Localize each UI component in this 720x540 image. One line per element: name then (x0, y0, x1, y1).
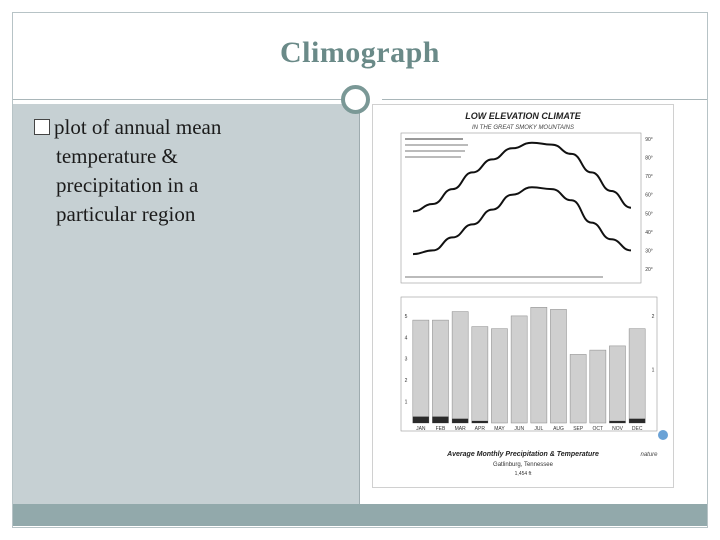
slide-title: Climograph (279, 36, 440, 69)
snow-bar (452, 418, 469, 423)
x-tick-label: APR (475, 426, 486, 432)
y-tick-label: 5 (405, 314, 408, 320)
temp-panel-frame (400, 132, 642, 284)
logo-icon (658, 430, 668, 440)
bullet-line-2: temperature & (56, 144, 178, 168)
y-tick-label: 1 (405, 400, 408, 406)
chart-caption-elevation: 1,454 ft (515, 471, 532, 477)
snow-bar (609, 420, 626, 423)
rain-bar (550, 309, 567, 424)
right-tick-label: 1 (652, 367, 655, 373)
temperature-tick-label: 70° (645, 174, 653, 180)
temperature-tick-label: 30° (645, 248, 653, 254)
snow-bar (412, 416, 429, 423)
rain-bar (412, 319, 430, 424)
temperature-tick-label: 80° (645, 156, 653, 162)
snow-bar (629, 418, 646, 423)
footer-bar (13, 504, 707, 526)
temperature-tick-label: 60° (645, 193, 653, 199)
x-tick-label: SEP (573, 426, 584, 432)
rain-bar (471, 326, 489, 424)
figure-subheading: IN THE GREAT SMOKY MOUNTAINS (472, 125, 574, 131)
rain-bar (530, 307, 548, 424)
temperature-tick-label: 40° (645, 230, 653, 236)
panel-divider (359, 104, 360, 504)
climograph-figure: LOW ELEVATION CLIMATE IN THE GREAT SMOKY… (372, 104, 674, 488)
chart-caption-title: Average Monthly Precipitation & Temperat… (446, 451, 599, 458)
rain-bar (569, 354, 587, 424)
rain-bar (628, 328, 646, 424)
bullet-item: plot of annual mean temperature & precip… (34, 113, 344, 229)
x-tick-label: NOV (612, 426, 624, 432)
content-panel (13, 104, 359, 504)
climograph-chart: LOW ELEVATION CLIMATE IN THE GREAT SMOKY… (400, 111, 668, 477)
rain-bar (510, 315, 528, 424)
right-tick-label: 2 (652, 314, 655, 320)
x-tick-label: MAR (455, 426, 467, 432)
x-tick-label: JUN (514, 426, 524, 432)
precipitation-panel: 1 2 3 4 5 1 2 JAN FEB MAR APR MAY JUN JUL AUG SEP OCT N… (400, 296, 658, 432)
snow-bar (471, 420, 488, 423)
temperature-low-line (412, 186, 632, 256)
rain-bar (451, 311, 469, 424)
snow-bar (432, 416, 449, 423)
bullet-box-icon (34, 119, 50, 135)
title-rule-left (13, 99, 343, 100)
x-tick-label: OCT (593, 426, 604, 432)
rain-bar (589, 349, 607, 424)
logo-text: nature (640, 452, 658, 458)
bullet-line-3: precipitation in a (56, 173, 199, 197)
figure-heading: LOW ELEVATION CLIMATE (465, 111, 581, 121)
rain-bar (432, 319, 449, 424)
temperature-tick-label: 20° (645, 267, 653, 273)
temperature-high-line (412, 141, 632, 213)
decorative-ring-icon (341, 85, 370, 114)
x-tick-label: FEB (436, 426, 446, 432)
y-tick-label: 3 (405, 357, 408, 363)
title-rule-right (382, 99, 707, 100)
x-tick-label: JAN (416, 426, 426, 432)
slide-frame (12, 12, 708, 528)
chart-caption-location: Gatlinburg, Tennessee (493, 462, 554, 468)
x-tick-label: JUL (534, 426, 543, 432)
bullet-line-1: plot of annual mean (34, 113, 344, 142)
x-tick-label: AUG (553, 426, 564, 432)
y-tick-label: 4 (405, 335, 408, 341)
temperature-tick-label: 90° (645, 137, 653, 143)
rain-bar (609, 345, 626, 424)
x-tick-label: MAY (494, 426, 505, 432)
bullet-line-4: particular region (56, 202, 196, 226)
rain-bar (491, 328, 508, 424)
temperature-tick-label: 50° (645, 211, 653, 217)
y-tick-label: 2 (405, 378, 408, 384)
temperature-panel: 90° 80° 70° 60° 50° 40° 30° 20° (400, 132, 653, 284)
x-tick-label: DEC (632, 426, 643, 432)
